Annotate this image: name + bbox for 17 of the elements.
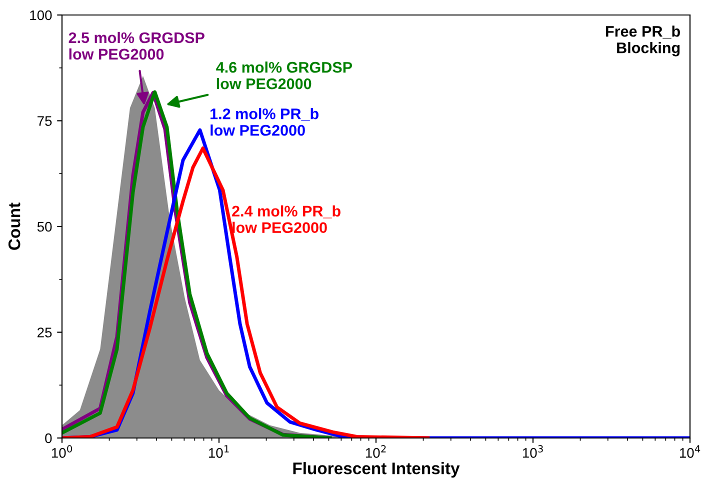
x-tick-label: 10$^{2}$ [366, 445, 386, 458]
y-tick-label: 25 [38, 328, 52, 338]
series-label: 2.4 mol% PR_b low PEG2000 [232, 205, 340, 234]
x-tick-label: 10$^{1}$ [208, 445, 229, 458]
y-tick-label: 50 [37, 222, 52, 232]
y-axis-title: Count [8, 202, 20, 250]
text: 4.6 mol% GRGDSP low PEG2000 [216, 62, 352, 90]
annotation: Free PR_b Blocking [606, 26, 680, 56]
series-label: 1.2 mol% PR_b low PEG2000 [210, 108, 318, 136]
text: 2.5 mol% GRGDSP low PEG2000 [68, 32, 204, 60]
x-tick-label: 10$^{4}$ [680, 445, 700, 458]
x-tick-label: 10$^{0}$ [52, 445, 72, 458]
x-tick-label: 10$^{3}$ [522, 445, 543, 458]
y-tick-label: 75 [38, 116, 52, 126]
y-tick-label: 0 [45, 433, 52, 444]
y-tick-label: 100 [30, 10, 52, 20]
x-axis-title: Fluorescent Intensity [293, 462, 460, 478]
